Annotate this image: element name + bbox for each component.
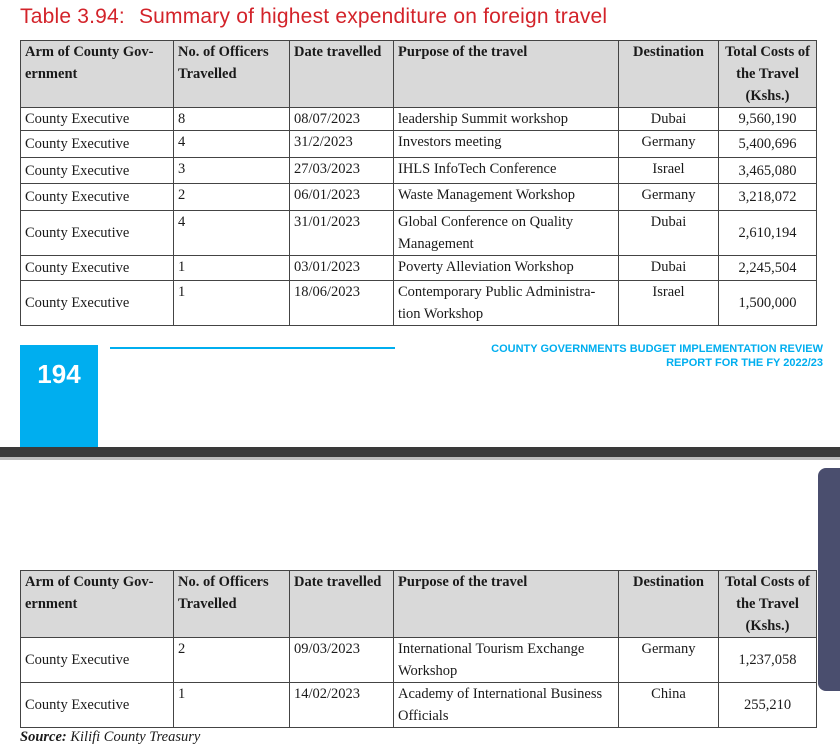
header-date: Date travelled xyxy=(289,570,394,638)
table-row: County Executive 8 08/07/2023 leadership S… xyxy=(20,107,817,131)
cell-officers: 8 xyxy=(173,107,290,131)
cell-purpose: Contemporary Public Administra-tion Work… xyxy=(393,280,619,326)
cell-date: 09/03/2023 xyxy=(289,637,394,683)
header-officers: No. of Officers Travelled xyxy=(173,40,290,108)
cell-cost: 255,210 xyxy=(718,682,817,728)
source-note: Source: Kilifi County Treasury xyxy=(20,729,200,746)
cell-cost: 5,400,696 xyxy=(718,130,817,158)
header-officers: No. of Officers Travelled xyxy=(173,570,290,638)
cell-purpose: Investors meeting xyxy=(393,130,619,158)
cell-cost: 3,218,072 xyxy=(718,183,817,211)
cell-arm: County Executive xyxy=(20,255,174,281)
expenditure-table-part2: Arm of County Gov-ernment No. of Officer… xyxy=(20,570,817,728)
cell-destination: Germany xyxy=(618,183,719,211)
header-arm: Arm of County Gov-ernment xyxy=(20,570,174,638)
table-row: County Executive 2 09/03/2023 International… xyxy=(20,637,817,683)
cell-officers: 1 xyxy=(173,280,290,326)
side-scroll-tab[interactable] xyxy=(818,468,840,691)
cell-purpose: Waste Management Workshop xyxy=(393,183,619,211)
page-194: Table 3.94: Summary of highest expenditur… xyxy=(20,5,823,447)
table-row: County Executive 1 18/06/2023 Contemporary … xyxy=(20,280,817,326)
cell-purpose: leadership Summit workshop xyxy=(393,107,619,131)
cell-date: 14/02/2023 xyxy=(289,682,394,728)
header-date: Date travelled xyxy=(289,40,394,108)
cell-officers: 1 xyxy=(173,682,290,728)
table-title: Table 3.94: Summary of highest expenditur… xyxy=(20,5,607,29)
cell-officers: 4 xyxy=(173,130,290,158)
cell-date: 18/06/2023 xyxy=(289,280,394,326)
cell-date: 03/01/2023 xyxy=(289,255,394,281)
cell-destination: Israel xyxy=(618,157,719,184)
cell-destination: Dubai xyxy=(618,107,719,131)
table-row: County Executive 4 31/2/2023 Investors meet… xyxy=(20,130,817,158)
cell-arm: County Executive xyxy=(20,107,174,131)
cell-arm: County Executive xyxy=(20,682,174,728)
cell-arm: County Executive xyxy=(20,280,174,326)
cell-officers: 4 xyxy=(173,210,290,256)
page-separator-shadow xyxy=(0,457,840,460)
cell-cost: 9,560,190 xyxy=(718,107,817,131)
header-arm: Arm of County Gov-ernment xyxy=(20,40,174,108)
cell-purpose: Global Conference on Quality Management xyxy=(393,210,619,256)
cell-officers: 1 xyxy=(173,255,290,281)
header-destination: Destination xyxy=(618,570,719,638)
cell-purpose: International Tourism Exchange Workshop xyxy=(393,637,619,683)
cell-arm: County Executive xyxy=(20,157,174,184)
cell-destination: China xyxy=(618,682,719,728)
cell-officers: 2 xyxy=(173,183,290,211)
table-row: County Executive 3 27/03/2023 IHLS InfoTech… xyxy=(20,157,817,184)
table-row: County Executive 2 06/01/2023 Waste Managem… xyxy=(20,183,817,211)
source-text: Kilifi County Treasury xyxy=(70,729,201,745)
table-row: County Executive 1 14/02/2023 Academy of In… xyxy=(20,682,817,728)
header-cost: Total Costs of the Travel (Kshs.) xyxy=(718,570,817,638)
page-separator xyxy=(0,447,840,457)
cell-arm: County Executive xyxy=(20,637,174,683)
cell-cost: 1,237,058 xyxy=(718,637,817,683)
cell-destination: Dubai xyxy=(618,255,719,281)
cell-date: 06/01/2023 xyxy=(289,183,394,211)
cell-destination: Germany xyxy=(618,130,719,158)
cell-arm: County Executive xyxy=(20,183,174,211)
report-title-line2: REPORT FOR THE FY 2022/23 xyxy=(666,357,823,369)
table-row: County Executive 4 31/01/2023 Global Confer… xyxy=(20,210,817,256)
cell-destination: Israel xyxy=(618,280,719,326)
table-caption: Summary of highest expenditure on foreig… xyxy=(138,5,608,28)
cell-officers: 2 xyxy=(173,637,290,683)
cell-date: 31/2/2023 xyxy=(289,130,394,158)
report-title: COUNTY GOVERNMENTS BUDGET IMPLEMENTATION… xyxy=(491,342,823,370)
cell-date: 08/07/2023 xyxy=(289,107,394,131)
report-title-line1: COUNTY GOVERNMENTS BUDGET IMPLEMENTATION… xyxy=(491,343,823,355)
cell-arm: County Executive xyxy=(20,210,174,256)
cell-purpose: Poverty Alleviation Workshop xyxy=(393,255,619,281)
header-purpose: Purpose of the travel xyxy=(393,570,619,638)
header-purpose: Purpose of the travel xyxy=(393,40,619,108)
table-number: Table 3.94: xyxy=(20,5,125,28)
table-row: County Executive 1 03/01/2023 Poverty Allev… xyxy=(20,255,817,281)
cell-date: 31/01/2023 xyxy=(289,210,394,256)
header-destination: Destination xyxy=(618,40,719,108)
expenditure-table-part1: Arm of County Gov-ernment No. of Officer… xyxy=(20,40,817,326)
cell-cost: 2,610,194 xyxy=(718,210,817,256)
cell-arm: County Executive xyxy=(20,130,174,158)
cell-officers: 3 xyxy=(173,157,290,184)
footer-rule xyxy=(110,347,395,349)
cell-cost: 3,465,080 xyxy=(718,157,817,184)
cell-date: 27/03/2023 xyxy=(289,157,394,184)
cell-destination: Dubai xyxy=(618,210,719,256)
cell-cost: 1,500,000 xyxy=(718,280,817,326)
cell-destination: Germany xyxy=(618,637,719,683)
page-number: 194 xyxy=(20,345,98,447)
source-label: Source: xyxy=(20,729,67,745)
cell-cost: 2,245,504 xyxy=(718,255,817,281)
header-cost: Total Costs of the Travel (Kshs.) xyxy=(718,40,817,108)
cell-purpose: IHLS InfoTech Conference xyxy=(393,157,619,184)
cell-purpose: Academy of International Business Offici… xyxy=(393,682,619,728)
